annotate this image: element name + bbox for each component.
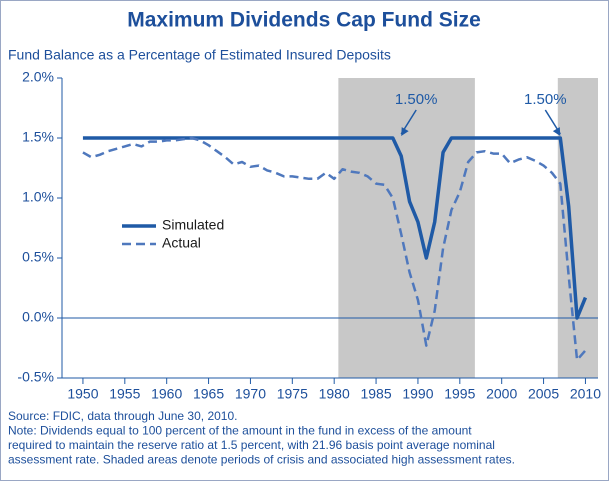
chart-title: Maximum Dividends Cap Fund Size	[127, 9, 481, 32]
legend-label: Actual	[162, 235, 201, 251]
x-tick-label: 2005	[528, 386, 559, 402]
x-tick-label: 1950	[67, 386, 98, 402]
x-tick-label: 2000	[486, 386, 517, 402]
x-tick-label: 1995	[444, 386, 475, 402]
y-tick-label: 0.5%	[22, 249, 54, 265]
y-tick-label: -0.5%	[17, 369, 54, 385]
shaded-period	[338, 78, 475, 378]
annotation: 1.50%	[524, 91, 567, 108]
legend-label: Simulated	[162, 217, 224, 233]
y-tick-label: 1.5%	[22, 129, 54, 145]
y-tick-label: 0.0%	[22, 309, 54, 325]
x-tick-label: 1965	[193, 386, 224, 402]
x-tick-label: 1980	[319, 386, 350, 402]
footnote: required to maintain the reserve ratio a…	[8, 438, 495, 452]
x-tick-label: 1975	[277, 386, 308, 402]
series-line	[82, 136, 588, 320]
y-tick-label: 1.0%	[22, 189, 54, 205]
footnote: Note: Dividends equal to 100 percent of …	[8, 424, 472, 438]
x-tick-label: 1955	[109, 386, 140, 402]
annotation: 1.50%	[395, 91, 438, 108]
footnote: Source: FDIC, data through June 30, 2010…	[8, 409, 237, 423]
footnote: assessment rate. Shaded areas denote per…	[8, 453, 515, 467]
annotation-arrowhead	[401, 127, 409, 136]
y-tick-label: 2.0%	[22, 69, 54, 85]
x-tick-label: 1990	[402, 386, 433, 402]
series-line	[82, 136, 587, 362]
annotation-arrowhead	[552, 127, 561, 136]
x-tick-label: 2010	[570, 386, 601, 402]
x-tick-label: 1960	[151, 386, 182, 402]
chart-subtitle: Fund Balance as a Percentage of Estimate…	[8, 47, 391, 63]
x-tick-label: 1970	[235, 386, 266, 402]
x-tick-label: 1985	[360, 386, 391, 402]
